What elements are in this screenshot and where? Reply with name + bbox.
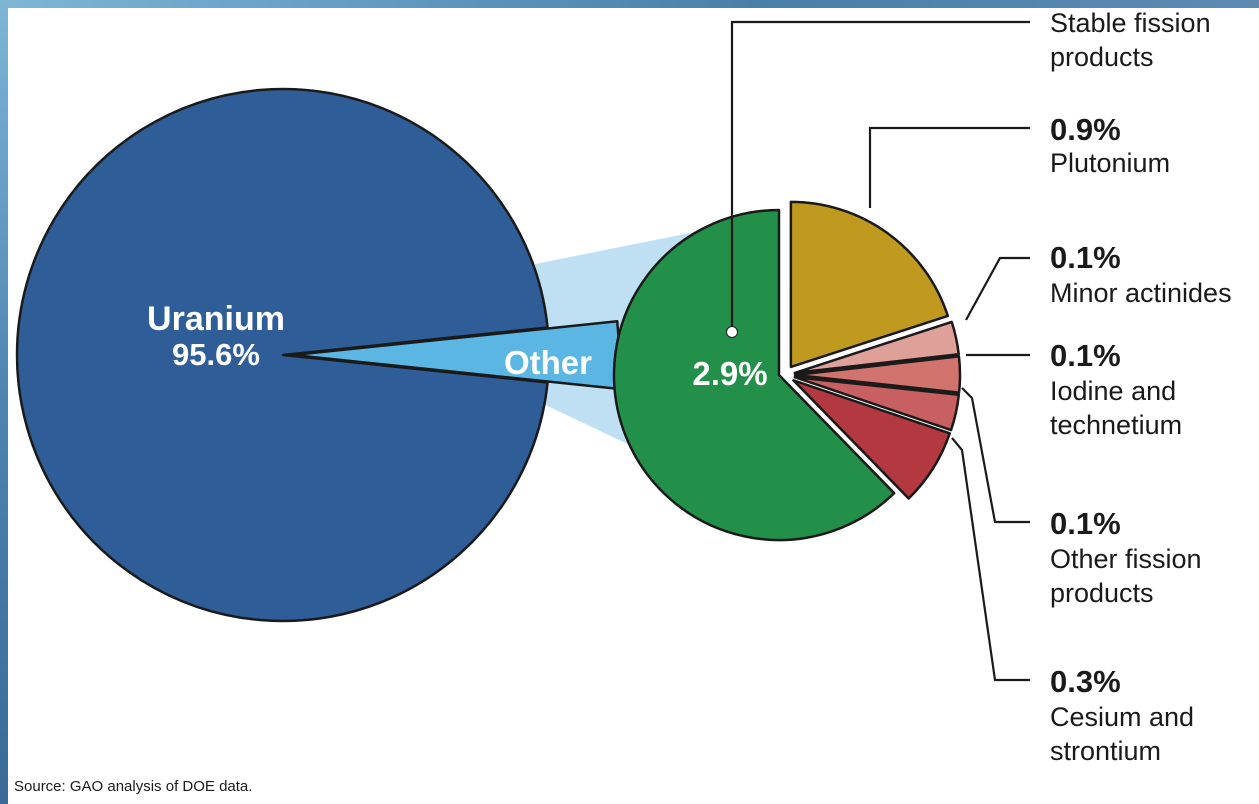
frame-top-border: [0, 0, 1259, 8]
other-fission-percent: 0.1%: [1050, 506, 1121, 541]
pie-slice-uranium: [15, 87, 549, 623]
uranium-percent: 95.6%: [172, 337, 260, 372]
pie-slice-stable-fission-products: [612, 208, 896, 542]
minor-actinides-percent: 0.1%: [1050, 240, 1121, 275]
other-fission-label-line2: products: [1050, 578, 1154, 608]
iodine-technetium-label-line2: technetium: [1050, 410, 1182, 440]
frame-left-border: [0, 0, 8, 804]
uranium-label: Uranium: [147, 300, 285, 338]
cesium-strontium-label-line1: Cesium and: [1050, 702, 1194, 732]
chart-panel: Uranium 95.6% Other 2.9% Stable fission …: [8, 8, 1259, 804]
minor-actinides-label: Minor actinides: [1050, 278, 1232, 308]
main-pie: [15, 87, 621, 623]
leader-minor-actinides: [965, 256, 1030, 321]
pie-slice-cesium-and-strontium: [792, 379, 951, 500]
pie-slice-plutonium: [789, 200, 950, 369]
plutonium-label: Plutonium: [1050, 148, 1170, 178]
stable-fission-percent: 2.9%: [692, 355, 767, 392]
pie-slice-other-fission-products: [793, 375, 961, 432]
pie-slice-iodine-and-technetium: [793, 355, 962, 394]
other-fission-label-line1: Other fission: [1050, 544, 1202, 574]
iodine-technetium-percent: 0.1%: [1050, 338, 1121, 373]
chart-svg: Uranium 95.6% Other 2.9% Stable fission …: [15, 8, 1232, 766]
stable-fission-label-line1: Stable fission: [1050, 8, 1211, 38]
source-note: Source: GAO analysis of DOE data.: [14, 778, 253, 795]
stable-fission-label-line2: products: [1050, 42, 1154, 72]
leader-stable-fission-dot: [726, 326, 738, 338]
plutonium-percent: 0.9%: [1050, 112, 1121, 147]
pie-slice-minor-actinides: [793, 320, 960, 375]
leader-other-fission: [961, 387, 1030, 524]
iodine-technetium-label-line1: Iodine and: [1050, 376, 1176, 406]
leader-cesium-strontium: [951, 437, 1030, 682]
detail-pie: [612, 200, 962, 542]
leader-lines: [726, 20, 1030, 682]
other-label: Other: [504, 344, 592, 381]
leader-stable-fission: [730, 20, 1030, 330]
leader-plutonium: [868, 126, 1030, 208]
cesium-strontium-label-line2: strontium: [1050, 736, 1161, 766]
cesium-strontium-percent: 0.3%: [1050, 664, 1121, 699]
